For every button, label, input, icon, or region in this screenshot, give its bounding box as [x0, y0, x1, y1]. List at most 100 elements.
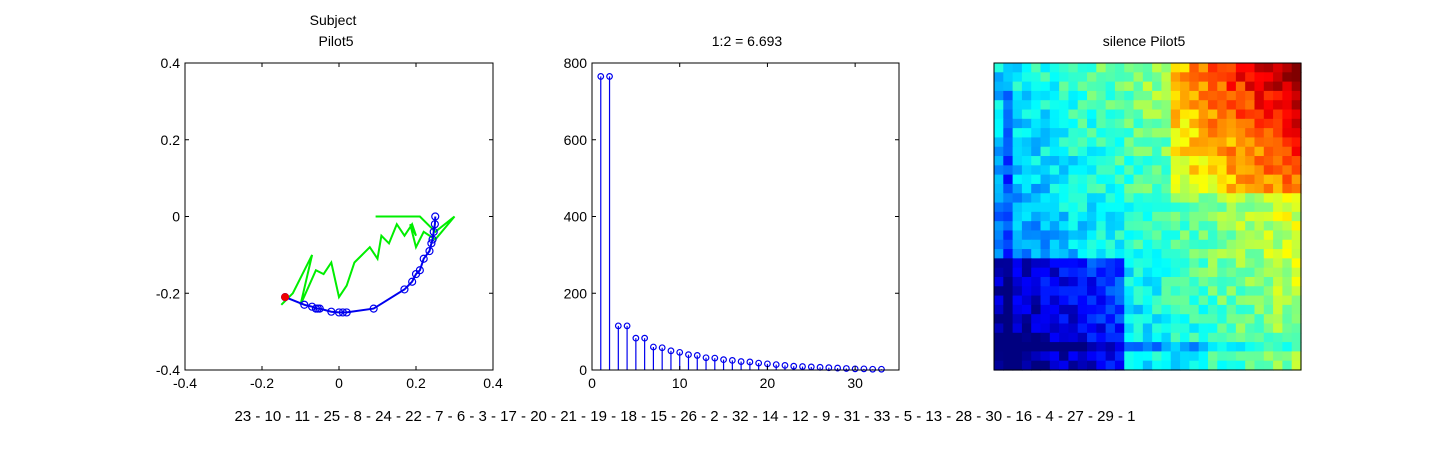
heatmap-cell — [1040, 221, 1051, 232]
heatmap-cell — [1152, 183, 1163, 194]
heatmap-cell — [1217, 239, 1228, 250]
heatmap-cell — [1031, 109, 1042, 120]
heatmap-cell — [1021, 211, 1032, 222]
heatmap-cell — [1096, 100, 1107, 111]
heatmap-cell — [1059, 109, 1070, 120]
trajectory-point — [327, 307, 336, 316]
heatmap-cell — [1189, 211, 1200, 222]
heatmap-cell — [1124, 286, 1135, 297]
heatmap-cell — [1226, 351, 1237, 362]
heatmap-cell — [1040, 342, 1051, 352]
heatmap-cell — [1180, 183, 1190, 194]
heatmap-cell — [1273, 146, 1283, 157]
heatmap-cell — [1031, 360, 1042, 371]
heatmap-cell — [1170, 211, 1181, 222]
heatmap-cell — [1059, 314, 1070, 325]
heatmap-cell — [1133, 90, 1144, 101]
heatmap-cell — [1161, 332, 1172, 343]
heatmap-cell — [1031, 239, 1042, 250]
heatmap-cell — [1040, 174, 1051, 185]
heatmap-cell — [1142, 109, 1153, 120]
heatmap-cell — [1142, 249, 1153, 259]
heatmap-cell — [1180, 239, 1190, 250]
heatmap-cell — [1040, 239, 1051, 250]
heatmap-cell — [1077, 295, 1088, 306]
heatmap-cell — [1124, 258, 1135, 269]
heatmap-cell — [1142, 304, 1153, 315]
heatmap-cell — [1245, 239, 1256, 250]
heatmap-cell — [1096, 249, 1107, 259]
heatmap-cell — [1031, 249, 1042, 259]
heatmap-cell — [1031, 146, 1042, 157]
heatmap-cell — [1273, 128, 1283, 139]
heatmap-cell — [1059, 286, 1070, 297]
heatmap-cell — [1226, 314, 1237, 325]
heatmap-cell — [1217, 221, 1228, 232]
heatmap-cell — [1152, 314, 1163, 325]
heatmap-cell — [1263, 267, 1274, 278]
heatmap-cell — [1152, 332, 1163, 343]
heatmap-cell — [1170, 90, 1181, 101]
heatmap-cell — [1180, 323, 1190, 334]
heatmap-cell — [1003, 109, 1014, 120]
heatmap-cell — [1031, 342, 1042, 352]
heatmap-cell — [1059, 72, 1070, 83]
heatmap-cell — [1245, 351, 1256, 362]
heatmap-cell — [1207, 90, 1218, 101]
heatmap-cell — [1189, 100, 1200, 111]
heatmap-cell — [1291, 72, 1302, 83]
heatmap-cell — [1207, 295, 1218, 306]
heatmap-cell — [1161, 249, 1172, 259]
heatmap-cell — [994, 221, 1004, 232]
heatmap-cell — [1198, 276, 1209, 287]
heatmap-cell — [1254, 304, 1265, 315]
heatmap-cell — [1198, 221, 1209, 232]
heatmap-cell — [1105, 323, 1116, 334]
heatmap-cell — [1040, 118, 1051, 129]
heatmap-cell — [1003, 351, 1014, 362]
trajectory-start-point — [281, 293, 290, 302]
heatmap-cell — [1263, 304, 1274, 315]
heatmap-cell — [1114, 183, 1125, 194]
heatmap-cell — [1282, 100, 1293, 111]
heatmap-cell — [1105, 63, 1116, 73]
heatmap-cell — [1207, 267, 1218, 278]
heatmap-cell — [1012, 258, 1023, 269]
stem-xtick-label: 20 — [760, 375, 776, 391]
heatmap-cell — [1142, 239, 1153, 250]
heatmap-cell — [1282, 63, 1293, 73]
heatmap-cell — [1198, 267, 1209, 278]
heatmap-cell — [1012, 249, 1023, 259]
trajectory-title-line2: Pilot5 — [318, 33, 353, 49]
trajectory-point — [334, 308, 344, 317]
heatmap-cell — [1170, 332, 1181, 343]
heatmap-cell — [1161, 314, 1172, 325]
heatmap-cell — [1198, 72, 1209, 83]
heatmap-cell — [1161, 304, 1172, 315]
heatmap-cell — [1207, 165, 1218, 176]
heatmap-cell — [1161, 323, 1172, 334]
heatmap-cell — [1059, 267, 1070, 278]
heatmap-cell — [1040, 183, 1051, 194]
heatmap-cell — [1059, 193, 1070, 204]
heatmap-cell — [1124, 249, 1135, 259]
heatmap-cell — [1282, 183, 1293, 194]
trajectory-panel: Subject Pilot5 -0.4 -0.2 0 0.2 0.4 -0.4 -0.2 0 0… — [156, 12, 503, 391]
heatmap-cell — [1021, 72, 1032, 83]
heatmap-cell — [1161, 239, 1172, 250]
heatmap-cell — [1254, 314, 1265, 325]
heatmap-cell — [1077, 211, 1088, 222]
heatmap-cell — [1068, 165, 1079, 176]
heatmap-cell — [1263, 90, 1274, 101]
trajectory-point — [430, 220, 439, 229]
heatmap-cell — [1263, 183, 1274, 194]
heatmap-cell — [1096, 174, 1107, 185]
heatmap-cell — [1133, 239, 1144, 250]
trajectory-point — [315, 304, 324, 313]
heatmap-cell — [1049, 221, 1060, 232]
heatmap-cell — [1124, 323, 1135, 334]
trajectory-title-line1: Subject — [310, 12, 357, 28]
heatmap-cell — [1114, 239, 1125, 250]
heatmap-cell — [1096, 304, 1107, 315]
heatmap-cell — [1003, 360, 1014, 371]
